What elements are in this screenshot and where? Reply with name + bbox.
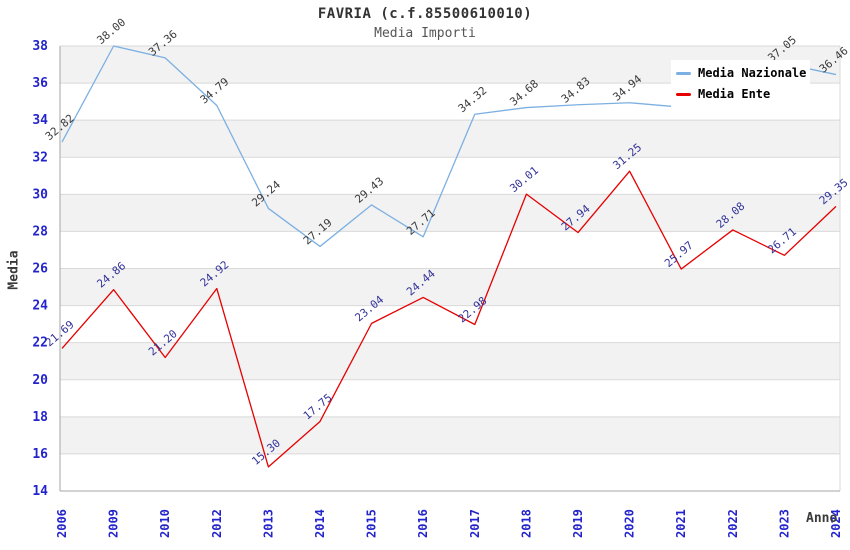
chart-subtitle: Media Importi — [374, 26, 476, 41]
x-tick-label: 2009 — [107, 509, 121, 538]
data-point-label-media-nazionale: 34.32 — [456, 84, 490, 115]
y-tick-label: 36 — [32, 76, 48, 91]
data-point-label-media-ente: 30.01 — [507, 164, 541, 195]
x-tick-label: 2022 — [726, 509, 740, 538]
y-tick-label: 20 — [32, 373, 48, 388]
y-tick-label: 32 — [32, 150, 48, 165]
x-tick-label: 2013 — [261, 509, 275, 538]
y-tick-label: 34 — [32, 113, 48, 128]
media-nazionale-swatch-icon — [676, 71, 691, 75]
y-tick-label: 28 — [32, 224, 48, 239]
y-tick-label: 18 — [32, 410, 48, 425]
legend-label: Media Nazionale — [698, 66, 807, 80]
x-tick-label: 2023 — [777, 509, 791, 538]
plot-band — [60, 194, 840, 232]
y-tick-label: 24 — [32, 299, 48, 314]
x-tick-label: 2012 — [210, 509, 224, 538]
plot-band — [60, 268, 840, 306]
x-tick-label: 2015 — [365, 509, 379, 538]
x-tick-label: 2017 — [468, 509, 482, 538]
data-point-label-media-nazionale: 38.00 — [94, 16, 128, 47]
plot-band — [60, 416, 840, 454]
media-ente-swatch-icon — [676, 92, 691, 96]
y-tick-label: 22 — [32, 336, 48, 351]
x-tick-label: 2014 — [313, 509, 327, 538]
legend-item-media-nazionale: Media Nazionale — [676, 66, 806, 80]
y-tick-label: 14 — [32, 484, 48, 499]
legend-item-media-ente: Media Ente — [676, 87, 802, 101]
y-tick-label: 38 — [32, 39, 48, 54]
x-tick-label: 2006 — [55, 509, 69, 538]
legend-label: Media Ente — [698, 87, 771, 101]
x-tick-label: 2010 — [158, 509, 172, 538]
y-tick-label: 26 — [32, 262, 48, 277]
series-line-media-ente — [61, 170, 837, 468]
x-tick-label: 2018 — [519, 509, 533, 538]
chart-title: FAVRIA (c.f.85500610010) — [317, 6, 533, 22]
x-tick-label: 2019 — [571, 509, 585, 538]
x-tick-label: 2016 — [416, 509, 430, 538]
plot-band — [60, 342, 840, 380]
x-tick-label: 2024 — [829, 509, 843, 538]
plot-band — [60, 120, 840, 158]
y-axis-title: Media — [6, 250, 22, 290]
y-tick-label: 16 — [32, 447, 48, 462]
y-tick-label: 30 — [32, 187, 48, 202]
legend: Media Nazionale Media Ente — [671, 60, 810, 109]
x-tick-label: 2021 — [674, 509, 688, 538]
x-tick-label: 2020 — [623, 509, 637, 538]
x-axis-title: Anno — [806, 511, 838, 526]
